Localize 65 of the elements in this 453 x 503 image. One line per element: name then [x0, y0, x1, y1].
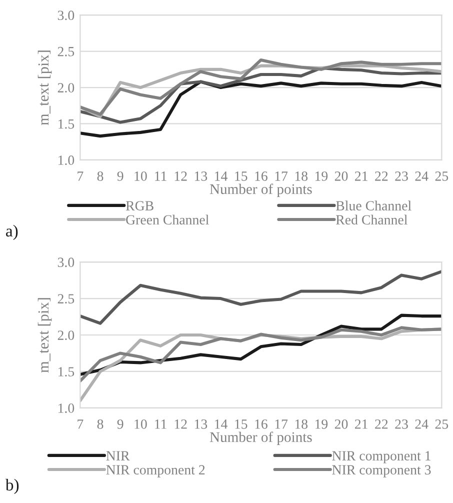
- x-tick-label: 7: [78, 172, 84, 181]
- x-tick-label: 25: [435, 172, 448, 181]
- x-tick-label: 21: [355, 172, 368, 181]
- x-tick-label: 11: [155, 420, 166, 429]
- legend-label: Red Channel: [336, 214, 408, 225]
- x-tick-label: 18: [295, 171, 308, 181]
- y-tick-label: 2.0: [58, 330, 74, 340]
- x-tick-label: 25: [435, 419, 448, 429]
- x-tick-label: 12: [174, 419, 187, 429]
- x-tick-label: 18: [295, 419, 308, 429]
- x-tick-label: 24: [415, 419, 428, 429]
- x-tick-label: 23: [395, 172, 408, 181]
- y-tick-label: 2.5: [58, 46, 74, 56]
- x-tick-label: 24: [415, 172, 428, 181]
- x-tick-label: 13: [194, 172, 208, 181]
- x-tick-label: 21: [355, 419, 368, 429]
- x-axis-title: Number of points: [210, 184, 312, 198]
- x-tick-label: 10: [134, 419, 147, 429]
- x-tick-label: 9: [117, 172, 124, 181]
- x-tick-label: 16: [255, 419, 268, 429]
- x-tick-label: 19: [315, 419, 328, 429]
- x-tick-label: 11: [155, 172, 166, 181]
- y-axis-title: m_text [pix]: [38, 50, 52, 126]
- x-tick-label: 17: [275, 420, 288, 429]
- y-tick-label: 3.0: [58, 10, 74, 20]
- y-tick-label: 1.0: [58, 156, 74, 165]
- x-tick-label: 7: [78, 420, 84, 429]
- x-tick-label: 8: [97, 419, 104, 429]
- y-tick-label: 3.0: [58, 258, 74, 268]
- y-tick-label: 2.0: [58, 83, 74, 93]
- y-tick-label: 1.0: [58, 404, 74, 413]
- x-tick-label: 17: [275, 172, 288, 181]
- x-tick-label: 22: [375, 172, 388, 181]
- y-tick-label: 1.5: [58, 367, 74, 376]
- legend-label: Green Channel: [126, 214, 209, 225]
- x-tick-label: 12: [174, 172, 187, 181]
- legend-label: Blue Channel: [336, 200, 412, 210]
- legend-label: NIR component 1: [332, 451, 430, 464]
- y-tick-label: 2.5: [58, 294, 74, 304]
- x-tick-label: 15: [235, 172, 248, 181]
- x-tick-label: 8: [97, 171, 104, 181]
- text: b): [5, 478, 19, 494]
- x-tick-label: 10: [134, 171, 147, 181]
- line-series: [80, 326, 442, 382]
- line-series: [80, 270, 442, 325]
- x-tick-label: 23: [395, 419, 408, 429]
- x-tick-label: 14: [215, 172, 228, 181]
- y-tick-label: 1.5: [58, 119, 74, 129]
- x-axis-title: Number of points: [210, 432, 312, 446]
- line-series: [80, 80, 442, 138]
- x-tick-label: 16: [255, 172, 268, 181]
- x-tick-label: 13: [194, 419, 208, 429]
- legend-label: NIR component 3: [332, 465, 431, 478]
- x-tick-label: 14: [215, 420, 228, 429]
- text: a): [6, 224, 18, 240]
- legend-label: RGB: [126, 201, 154, 210]
- x-tick-label: 22: [375, 419, 388, 429]
- x-tick-label: 20: [334, 171, 348, 181]
- x-tick-label: 15: [235, 420, 248, 429]
- x-tick-label: 9: [117, 419, 124, 429]
- legend-label: NIR: [106, 451, 130, 460]
- x-tick-label: 20: [334, 419, 348, 429]
- legend-label: NIR component 2: [106, 465, 205, 478]
- y-axis-title: m_text [pix]: [38, 298, 52, 373]
- x-tick-label: 19: [315, 172, 328, 181]
